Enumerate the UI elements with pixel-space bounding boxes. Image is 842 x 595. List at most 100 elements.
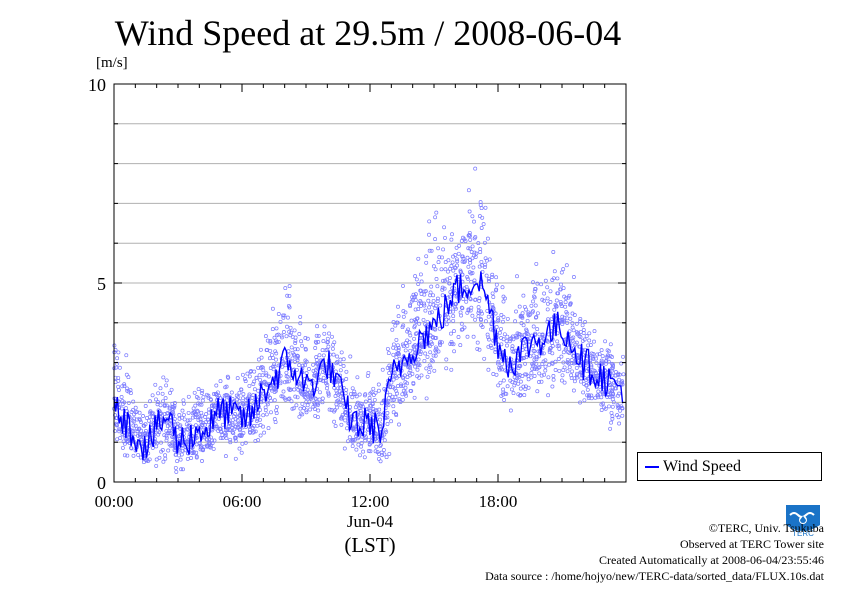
scatter-point	[285, 379, 290, 384]
scatter-point	[426, 298, 431, 303]
scatter-point	[240, 372, 245, 377]
scatter-point	[499, 365, 503, 370]
scatter-point	[502, 332, 507, 337]
scatter-point	[144, 416, 149, 420]
scatter-point	[427, 370, 432, 375]
scatter-point	[494, 372, 499, 377]
scatter-point	[408, 368, 413, 373]
scatter-point	[546, 393, 551, 398]
scatter-point	[408, 348, 413, 353]
scatter-point	[485, 236, 490, 241]
scatter-point	[510, 346, 515, 351]
scatter-point	[285, 324, 289, 329]
scatter-point	[529, 371, 534, 375]
scatter-point	[428, 350, 433, 355]
scatter-point	[478, 200, 483, 205]
scatter-point	[511, 349, 516, 354]
scatter-point	[411, 344, 416, 349]
scatter-point	[578, 400, 583, 405]
scatter-point	[281, 313, 285, 318]
scatter-point	[521, 323, 526, 328]
scatter-point	[530, 366, 535, 371]
scatter-point	[274, 351, 279, 356]
scatter-point	[273, 420, 278, 425]
scatter-point	[433, 237, 438, 242]
scatter-point	[134, 426, 139, 431]
scatter-point	[385, 365, 390, 370]
scatter-point	[155, 428, 160, 433]
scatter-point	[488, 343, 493, 348]
scatter-point	[136, 433, 141, 438]
scatter-point	[388, 365, 393, 370]
scatter-point	[252, 379, 257, 384]
scatter-point	[316, 333, 321, 338]
scatter-point	[377, 411, 382, 416]
scatter-point	[213, 426, 218, 431]
scatter-point	[120, 384, 125, 389]
scatter-point	[606, 393, 611, 397]
scatter-point	[382, 438, 387, 443]
scatter-point	[574, 373, 579, 378]
scatter-point	[468, 296, 472, 301]
scatter-point	[150, 414, 155, 419]
scatter-point	[469, 305, 474, 310]
scatter-point	[468, 246, 473, 251]
scatter-point	[482, 265, 487, 270]
scatter-point	[515, 373, 520, 378]
scatter-point	[218, 436, 223, 441]
x-axis-date-label: Jun-04	[346, 512, 394, 531]
scatter-point	[379, 401, 384, 406]
scatter-point	[446, 315, 451, 320]
scatter-point	[435, 296, 440, 301]
scatter-point	[509, 336, 514, 341]
scatter-point	[472, 253, 477, 258]
scatter-point	[358, 408, 363, 413]
scatter-point	[205, 444, 210, 449]
credit-copyright: ©TERC, Univ. Tsukuba	[708, 521, 824, 535]
scatter-point	[467, 270, 472, 275]
scatter-point	[117, 427, 122, 432]
scatter-point	[535, 327, 540, 332]
scatter-point	[138, 434, 143, 439]
scatter-point	[472, 219, 476, 224]
scatter-point	[363, 392, 368, 397]
scatter-point	[586, 343, 591, 348]
scatter-point	[476, 314, 481, 319]
scatter-point	[392, 386, 397, 391]
scatter-point	[122, 453, 127, 458]
scatter-point	[438, 343, 443, 347]
wind-speed-series-line	[113, 271, 624, 461]
scatter-point	[610, 416, 615, 421]
scatter-point	[477, 296, 482, 301]
scatter-point	[553, 368, 558, 372]
scatter-point	[287, 329, 292, 334]
scatter-point	[468, 237, 473, 242]
scatter-point	[320, 400, 325, 405]
scatter-point	[226, 375, 231, 380]
scatter-point	[569, 358, 574, 363]
scatter-point	[367, 396, 372, 400]
scatter-point	[228, 440, 233, 445]
scatter-point	[560, 373, 565, 378]
scatter-point	[450, 260, 455, 265]
scatter-point	[476, 305, 481, 310]
scatter-point	[427, 363, 432, 368]
scatter-point	[432, 326, 437, 331]
scatter-point	[395, 351, 400, 356]
scatter-point	[549, 341, 554, 345]
legend-line-swatch	[645, 465, 659, 468]
scatter-point	[297, 414, 302, 419]
scatter-point	[230, 430, 235, 435]
scatter-point	[210, 441, 215, 446]
scatter-point	[396, 304, 400, 309]
scatter-point	[268, 339, 273, 343]
scatter-point	[441, 247, 446, 252]
scatter-point	[398, 400, 403, 404]
scatter-point	[344, 377, 349, 381]
scatter-point	[266, 374, 271, 379]
scatter-point	[510, 344, 515, 349]
scatter-point	[529, 303, 534, 308]
scatter-point	[545, 296, 550, 301]
scatter-point	[551, 276, 556, 281]
scatter-point	[265, 402, 270, 407]
